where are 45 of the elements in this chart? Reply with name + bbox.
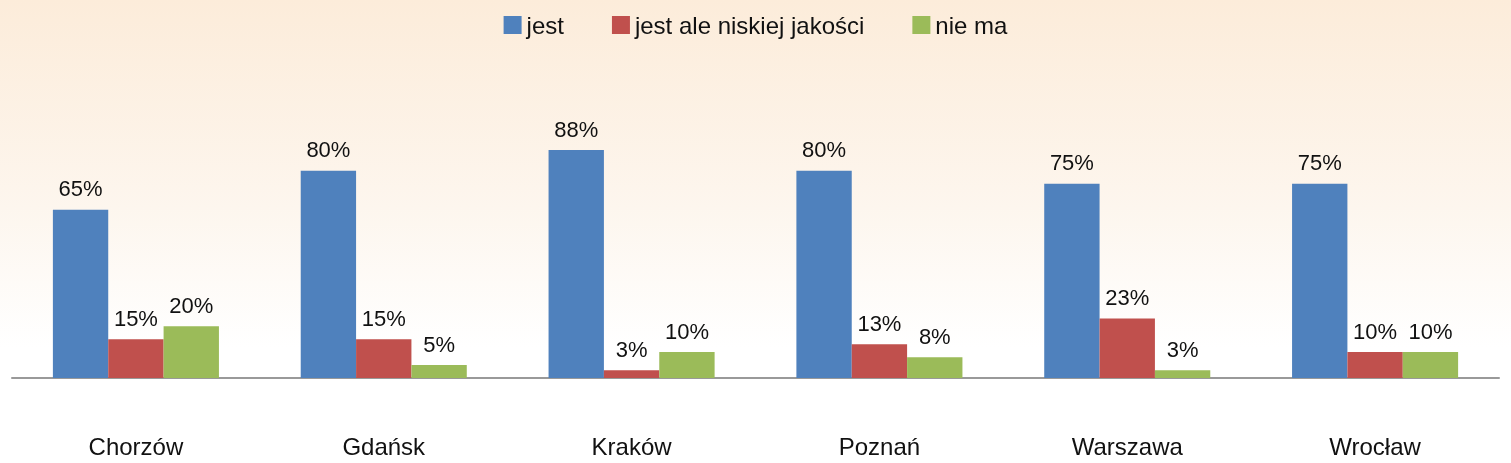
bar: [659, 352, 715, 378]
bar: [52, 209, 109, 378]
x-tick-label: Poznań: [838, 432, 921, 460]
bar: [851, 344, 908, 378]
x-tick-label: Gdańsk: [342, 432, 427, 460]
bar: [548, 150, 604, 378]
bar: [1402, 352, 1459, 378]
x-tick-label: Wrocław: [1329, 432, 1422, 460]
data-label: 80%: [802, 137, 847, 163]
data-label: 20%: [169, 292, 214, 318]
bar: [411, 365, 467, 378]
bar: [1099, 318, 1155, 378]
legend-label: jest: [525, 11, 565, 39]
data-label: 10%: [1353, 318, 1398, 344]
bar: [1292, 183, 1348, 378]
data-label: 23%: [1105, 284, 1150, 310]
data-label: 15%: [113, 305, 158, 331]
bar: [300, 170, 357, 378]
data-label: 65%: [58, 176, 103, 202]
legend-label: nie ma: [935, 11, 1009, 39]
bar: [163, 326, 219, 378]
data-label: 10%: [1408, 318, 1453, 344]
data-label: 88%: [554, 116, 599, 142]
data-label: 75%: [1049, 150, 1094, 176]
data-label: 10%: [664, 318, 709, 344]
bar: [108, 339, 164, 378]
bar: [1154, 370, 1211, 378]
x-tick-label: Chorzów: [88, 432, 184, 460]
legend-label: jest ale niskiej jakości: [633, 11, 865, 39]
x-tick-label: Kraków: [591, 432, 673, 460]
data-label: 80%: [306, 137, 351, 163]
data-label: 3%: [615, 336, 648, 362]
data-label: 3%: [1166, 336, 1199, 362]
bar: [907, 357, 963, 378]
data-label: 15%: [361, 305, 406, 331]
bar: [603, 370, 660, 378]
data-label: 75%: [1297, 150, 1342, 176]
bar: [796, 170, 852, 378]
bar: [1044, 183, 1100, 378]
data-label: 5%: [423, 331, 455, 357]
bar: [1347, 352, 1403, 378]
x-tick-label: Warszawa: [1071, 432, 1184, 460]
data-label: 8%: [918, 323, 951, 349]
bar: [356, 339, 412, 378]
data-label: 13%: [857, 310, 902, 336]
